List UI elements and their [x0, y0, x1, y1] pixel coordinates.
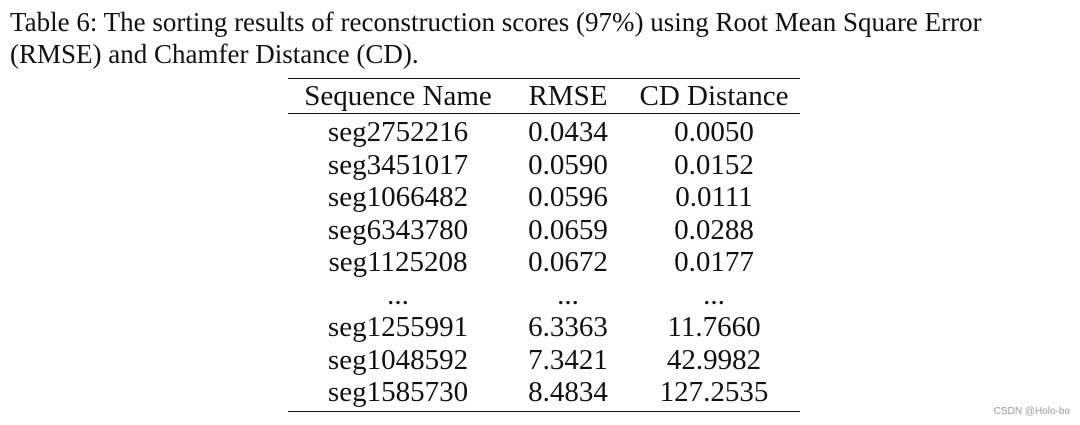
header-rmse: RMSE	[528, 80, 608, 112]
cell-cd-distance: 0.0177	[674, 246, 754, 278]
cell-ellipsis: ...	[557, 278, 579, 311]
cell-sequence-name: seg2752216	[327, 116, 469, 148]
table-row: seg1048592 7.3421 42.9982	[288, 344, 800, 377]
cell-rmse: 8.4834	[528, 376, 608, 408]
table-row: seg1125208 0.0672 0.0177	[288, 246, 800, 279]
cell-rmse: 0.0659	[528, 213, 608, 246]
cell-cd-distance: 0.0152	[674, 148, 754, 181]
cell-rmse: 0.0590	[528, 148, 608, 181]
cell-cd-distance: 42.9982	[666, 343, 762, 376]
header-sequence-name: Sequence Name	[304, 80, 492, 112]
cell-sequence-name: seg1255991	[327, 311, 469, 343]
results-table-container: Sequence Name RMSE CD Distance seg275221…	[288, 78, 800, 412]
table-row: seg3451017 0.0590 0.0152	[288, 149, 800, 182]
cell-rmse: 7.3421	[528, 343, 608, 376]
ellipsis-row: ... ... ...	[288, 279, 800, 312]
table-row: seg6343780 0.0659 0.0288	[288, 214, 800, 247]
cell-sequence-name: seg1585730	[327, 376, 469, 408]
cell-sequence-name: seg3451017	[327, 148, 469, 181]
cell-sequence-name: seg1125208	[328, 246, 468, 278]
results-table: Sequence Name RMSE CD Distance seg275221…	[288, 78, 800, 412]
cell-rmse: 0.0434	[528, 116, 608, 148]
table-row: seg1255991 6.3363 11.7660	[288, 311, 800, 344]
cell-cd-distance: 0.0288	[674, 213, 754, 246]
cell-rmse: 0.0596	[528, 181, 608, 213]
table-header: Sequence Name RMSE CD Distance	[288, 78, 800, 114]
table-row: seg2752216 0.0434 0.0050	[288, 114, 800, 149]
cell-ellipsis: ...	[387, 278, 409, 311]
table-row: seg1066482 0.0596 0.0111	[288, 181, 800, 214]
header-cd-distance: CD Distance	[639, 80, 789, 112]
header-row: Sequence Name RMSE CD Distance	[288, 78, 800, 114]
cell-cd-distance: 127.2535	[659, 376, 769, 408]
cell-sequence-name: seg1048592	[327, 343, 469, 376]
cell-rmse: 0.0672	[528, 246, 608, 278]
cell-sequence-name: seg1066482	[327, 181, 469, 213]
watermark: CSDN @Holo-bo	[993, 406, 1070, 417]
table-row: seg1585730 8.4834 127.2535	[288, 376, 800, 411]
table-caption: Table 6: The sorting results of reconstr…	[10, 7, 982, 69]
cell-sequence-name: seg6343780	[327, 213, 469, 246]
cell-cd-distance: 0.0111	[675, 181, 753, 213]
cell-cd-distance: 11.7660	[667, 311, 761, 343]
cell-cd-distance: 0.0050	[674, 116, 754, 148]
table-body: seg2752216 0.0434 0.0050 seg3451017 0.05…	[288, 114, 800, 411]
cell-rmse: 6.3363	[528, 311, 608, 343]
cell-ellipsis: ...	[703, 278, 725, 311]
